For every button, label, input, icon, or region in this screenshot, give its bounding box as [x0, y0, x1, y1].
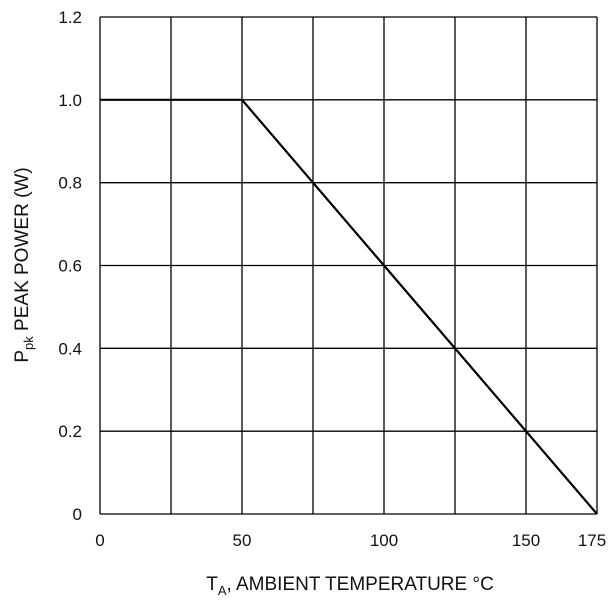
grid: [99, 16, 598, 515]
y-tick-label: 1.0: [58, 91, 82, 110]
y-axis-label: Ppk PEAK POWER (W): [12, 167, 36, 362]
x-tick-labels: 0 50 100 150 175: [95, 531, 606, 550]
series-group: [100, 98, 598, 515]
y-tick-labels: 0 0.2 0.4 0.6 0.8 1.0 1.2: [58, 8, 82, 524]
y-tick-label: 0.4: [58, 339, 82, 358]
y-tick-label: 0.2: [58, 422, 82, 441]
x-tick-label: 150: [512, 531, 540, 550]
y-tick-label: 1.2: [58, 8, 82, 27]
x-axis-label: TA, AMBIENT TEMPERATURE °C: [206, 574, 494, 598]
x-tick-label: 100: [370, 531, 398, 550]
series-line: [100, 98, 598, 515]
x-tick-label: 175: [578, 531, 606, 550]
x-tick-label: 50: [233, 531, 252, 550]
y-tick-label: 0: [73, 505, 82, 524]
y-tick-label: 0.8: [58, 174, 82, 193]
x-tick-label: 0: [95, 531, 104, 550]
y-tick-label: 0.6: [58, 257, 82, 276]
